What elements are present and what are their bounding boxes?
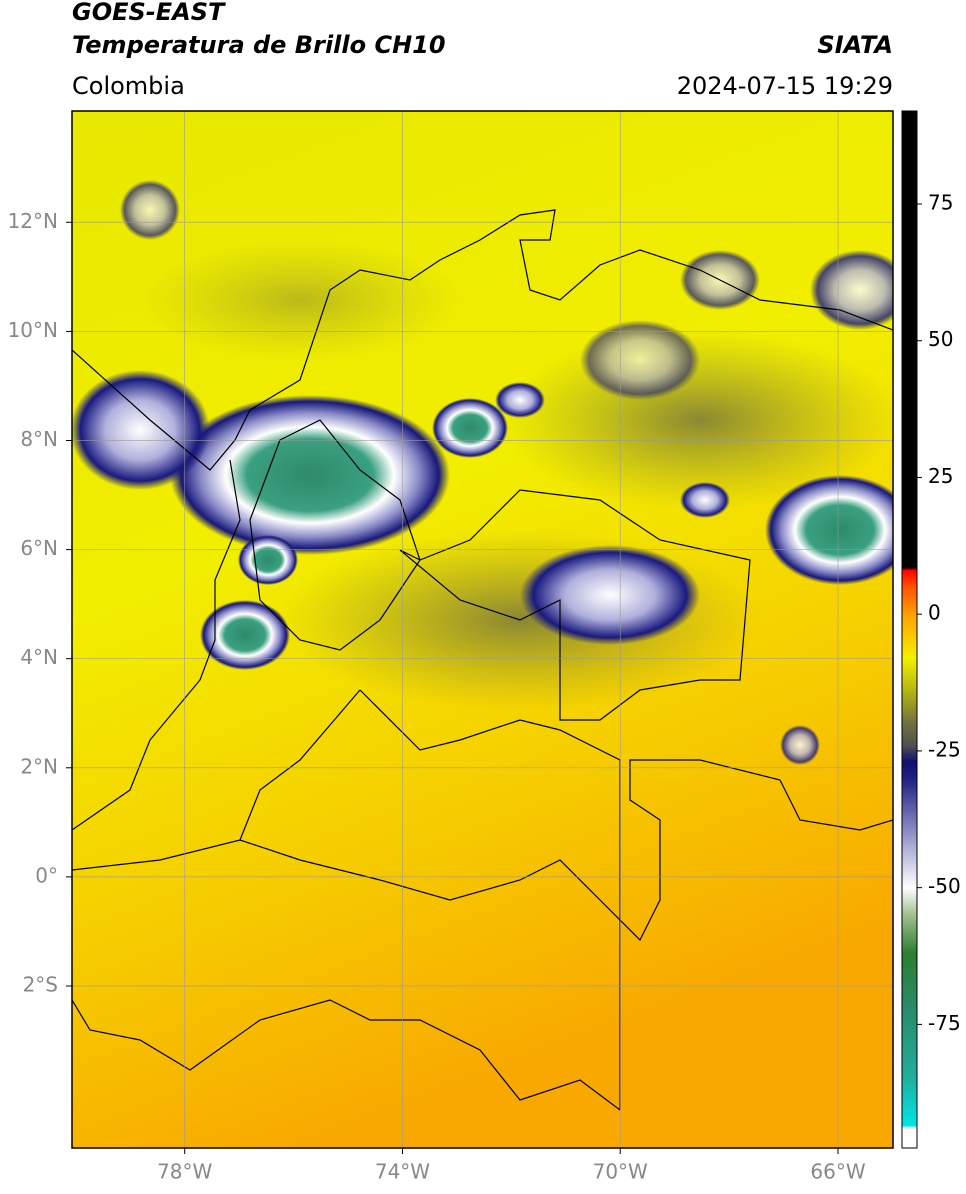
x-tick-label: 70°W bbox=[593, 1160, 648, 1184]
datetime: 2024-07-15 19:29 bbox=[677, 72, 893, 100]
colorbar-tick-label: -25 bbox=[928, 737, 961, 761]
title-line1: GOES-EAST bbox=[72, 0, 226, 26]
y-tick-label: 2°S bbox=[23, 972, 58, 996]
y-tick-label: 4°N bbox=[20, 645, 58, 669]
map-frame bbox=[71, 110, 894, 1149]
x-tick-label: 74°W bbox=[375, 1160, 430, 1184]
colorbar bbox=[901, 110, 918, 1149]
y-tick-label: 6°N bbox=[20, 536, 58, 560]
title-line2: Temperatura de Brillo CH10 bbox=[72, 31, 446, 59]
x-tick-label: 66°W bbox=[810, 1160, 865, 1184]
x-tick-label: 78°W bbox=[157, 1160, 212, 1184]
map-image bbox=[72, 111, 893, 1148]
y-tick-label: 0° bbox=[35, 863, 58, 887]
colorbar-tick-label: -50 bbox=[928, 874, 961, 898]
y-tick-label: 12°N bbox=[8, 209, 58, 233]
y-tick-label: 2°N bbox=[20, 754, 58, 778]
colorbar-tick-label: -75 bbox=[928, 1011, 961, 1035]
y-tick-label: 8°N bbox=[20, 427, 58, 451]
y-tick-label: 10°N bbox=[8, 318, 58, 342]
source: SIATA bbox=[817, 31, 893, 59]
colorbar-tick-label: 50 bbox=[928, 327, 953, 351]
graticule bbox=[72, 111, 893, 1148]
colorbar-tick-label: 0 bbox=[928, 601, 941, 625]
region: Colombia bbox=[72, 72, 185, 100]
colorbar-tick-label: 25 bbox=[928, 464, 953, 488]
colorbar-tick-label: 75 bbox=[928, 190, 953, 214]
